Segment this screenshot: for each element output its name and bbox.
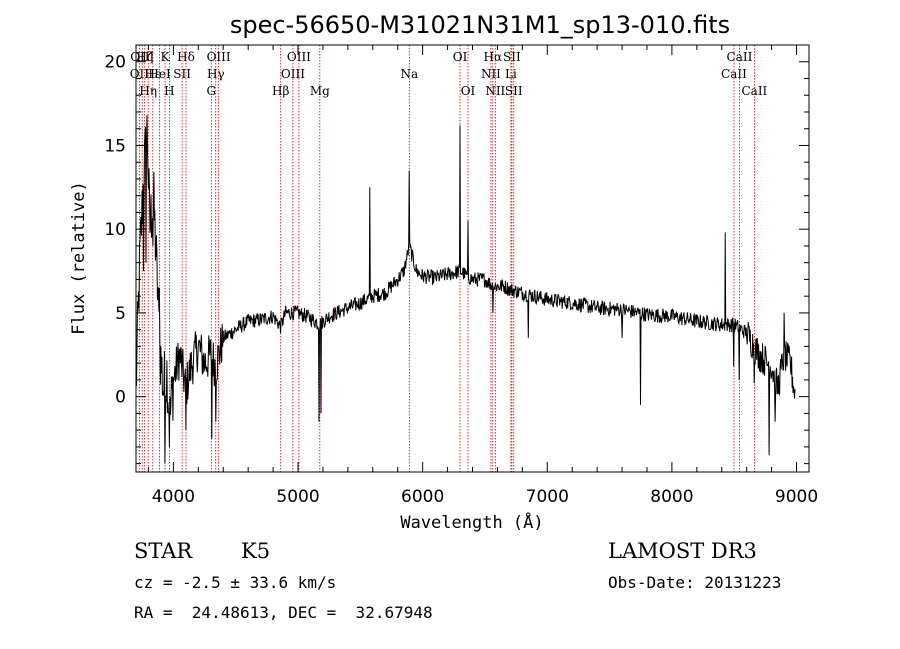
x-tick-label: 5000 — [276, 487, 319, 507]
line-marker-label: OI — [453, 50, 468, 64]
y-tick-label: 15 — [104, 136, 126, 156]
y-tick-label: 10 — [104, 220, 126, 240]
line-marker-label: Hα — [484, 50, 503, 64]
x-tick-label: 4000 — [152, 487, 195, 507]
line-marker-label: Hη — [139, 84, 157, 98]
line-marker-label: CaII — [721, 67, 747, 81]
line-marker-label: Hγ — [207, 67, 225, 81]
line-marker-label: SII — [505, 84, 523, 98]
x-tick-label: 7000 — [526, 487, 569, 507]
line-marker-label: Hζ — [136, 50, 153, 64]
y-axis-label: Flux (relative) — [69, 181, 89, 335]
line-marker-label: SII — [503, 50, 521, 64]
line-marker-label: HeI — [148, 67, 171, 81]
line-marker-label: CaII — [727, 50, 753, 64]
line-marker-label: Hδ — [177, 50, 195, 64]
line-marker-label: Li — [505, 67, 517, 81]
y-axis-ticks: 0 5 10 15 20 — [104, 44, 809, 465]
x-tick-label: 8000 — [650, 487, 693, 507]
line-marker-label: OIII — [281, 67, 305, 81]
line-marker-label: K — [161, 50, 171, 64]
coordinates: RA = 24.48613, DEC = 32.67948 — [134, 603, 433, 622]
spectrum-line — [135, 114, 796, 464]
x-axis-ticks: 4000 5000 6000 7000 8000 9000 — [147, 45, 818, 507]
line-marker-label: H — [164, 84, 174, 98]
line-marker-label: Na — [400, 67, 418, 81]
plot-frame — [135, 44, 810, 473]
line-marker-label: Hε — [144, 67, 161, 81]
survey-name: LAMOST DR3 — [608, 539, 757, 563]
line-marker-label: OI — [461, 84, 476, 98]
line-marker-label: CaII — [741, 84, 767, 98]
y-tick-label: 0 — [115, 388, 126, 408]
line-marker-label: Hβ — [272, 84, 289, 98]
redshift-value: cz = -2.5 ± 33.6 km/s — [134, 573, 337, 592]
object-class: STAR — [134, 539, 193, 563]
line-marker-label: OIII — [207, 50, 231, 64]
line-marker-label: NII — [485, 84, 505, 98]
line-marker-label: NII — [481, 67, 501, 81]
y-tick-label: 20 — [104, 53, 126, 73]
line-marker-label: OIII — [287, 50, 311, 64]
x-tick-label: 9000 — [775, 487, 818, 507]
object-subclass: K5 — [241, 539, 271, 563]
line-marker-label: SII — [173, 67, 191, 81]
line-marker-label: G — [206, 84, 216, 98]
x-tick-label: 6000 — [401, 487, 444, 507]
line-marker-label: Mg — [310, 84, 330, 98]
x-axis-label: Wavelength (Å) — [400, 511, 543, 533]
y-tick-label: 5 — [115, 304, 126, 324]
spectral-line-markers: OIIOIIIHζHηHεHeIKHSIIHδGHγOIIIHβOIIIOIII… — [130, 45, 768, 472]
observation-date: Obs-Date: 20131223 — [608, 573, 782, 592]
chart-title: spec-56650-M31021N31M1_sp13-010.fits — [230, 11, 730, 39]
